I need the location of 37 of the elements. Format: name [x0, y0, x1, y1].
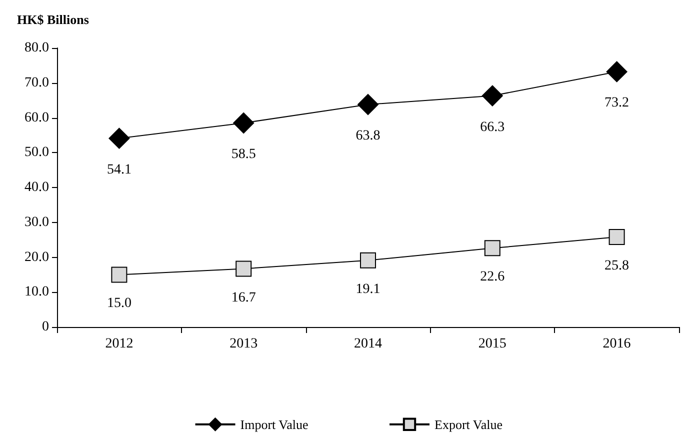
x-tick-label: 2014 [354, 336, 382, 352]
x-tick-label: 2016 [602, 336, 631, 352]
data-label: 54.1 [106, 162, 132, 178]
data-label: 19.1 [356, 282, 380, 297]
legend-label: Export Value [434, 416, 503, 432]
data-label: 73.2 [604, 96, 630, 111]
data-label: 16.7 [231, 290, 256, 306]
point [360, 252, 376, 268]
point [233, 112, 254, 134]
point [482, 85, 503, 106]
data-label: 63.8 [356, 128, 380, 144]
data-label: 25.8 [604, 258, 630, 274]
point [358, 94, 378, 115]
point [606, 61, 628, 82]
y-tick-label: 20.0 [24, 250, 49, 265]
point [108, 128, 130, 149]
point [111, 266, 128, 283]
x-tick-label: 2012 [105, 336, 134, 352]
point [236, 260, 252, 277]
y-tick-label: 40.0 [24, 180, 49, 195]
y-tick-label: 70.0 [24, 75, 49, 90]
data-label: 15.0 [106, 296, 132, 312]
data-label: 66.3 [480, 120, 505, 135]
y-tick-label: 50.0 [24, 145, 49, 160]
y-tick-label: 0 [42, 320, 49, 334]
point [484, 240, 500, 256]
data-label: 58.5 [231, 146, 256, 162]
legend-label: Import Value [240, 416, 308, 432]
y-tick-label: 80.0 [24, 40, 49, 56]
y-tick-label: 10.0 [24, 284, 49, 300]
x-tick-label: 2015 [478, 336, 506, 352]
data-label: 22.6 [480, 270, 505, 285]
x-tick-label: 2013 [230, 336, 258, 352]
point [608, 229, 625, 246]
y-axis-title: HK$ Billions [17, 12, 89, 27]
y-tick-label: 60.0 [24, 110, 49, 126]
y-tick-label: 30.0 [24, 214, 49, 230]
